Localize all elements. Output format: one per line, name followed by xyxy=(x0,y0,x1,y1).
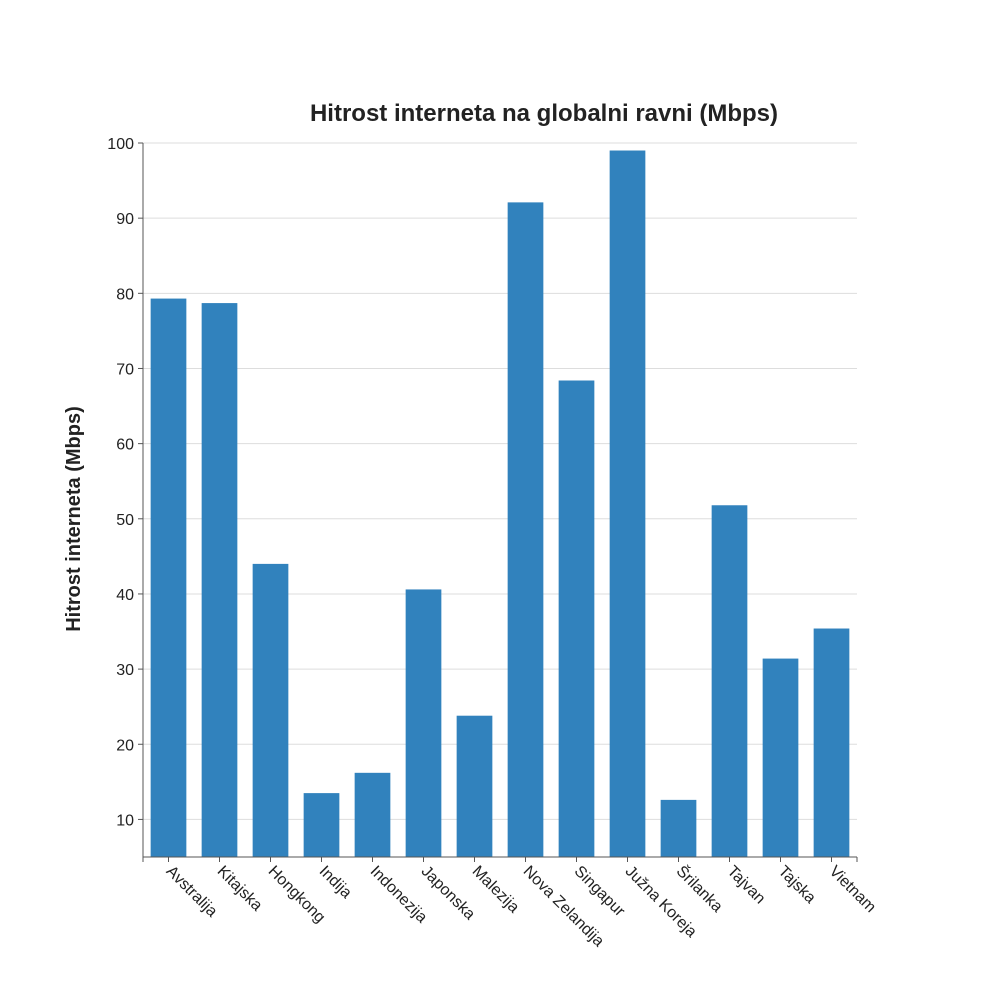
y-tick-label: 70 xyxy=(116,361,134,378)
chart-title: Hitrost interneta na globalni ravni (Mbp… xyxy=(310,100,778,127)
x-tick-label: Tajska xyxy=(775,863,819,907)
bar xyxy=(507,202,544,857)
bar xyxy=(252,563,289,857)
x-tick-label: Tajvan xyxy=(724,863,769,908)
y-tick-label: 20 xyxy=(116,737,134,754)
y-tick-label: 60 xyxy=(116,437,134,454)
bar xyxy=(354,772,391,857)
grid-layer xyxy=(143,142,857,820)
bar xyxy=(303,793,340,857)
bar xyxy=(762,658,799,857)
y-tick-label: 30 xyxy=(116,662,134,679)
bar xyxy=(813,628,850,857)
axes-layer xyxy=(142,143,858,862)
bar xyxy=(711,505,748,857)
y-ticks: 10 20 30 40 50 60 70 80 90 100 xyxy=(107,136,143,829)
y-tick-label: 90 xyxy=(116,211,134,228)
x-tick-label: Šrilanka xyxy=(673,861,727,915)
x-tick-label: Avstralija xyxy=(163,863,221,921)
y-tick-label: 80 xyxy=(116,286,134,303)
y-tick-label: 40 xyxy=(116,587,134,604)
bar xyxy=(660,799,697,857)
bar xyxy=(456,715,493,857)
bar xyxy=(201,303,238,857)
x-tick-label: Malezija xyxy=(469,863,523,917)
x-tick-label: Indija xyxy=(316,863,355,902)
y-axis-label: Hitrost interneta (Mbps) xyxy=(63,406,85,632)
y-tick-label: 10 xyxy=(116,812,134,829)
x-tick-label: Kitajska xyxy=(214,863,266,915)
bar xyxy=(558,380,595,857)
x-tick-label: Vietnam xyxy=(826,863,879,916)
bar xyxy=(405,589,442,857)
y-tick-label: 100 xyxy=(107,136,134,153)
bar xyxy=(150,298,187,857)
bar xyxy=(609,150,646,857)
y-tick-label: 50 xyxy=(116,512,134,529)
bars-layer xyxy=(150,150,850,857)
